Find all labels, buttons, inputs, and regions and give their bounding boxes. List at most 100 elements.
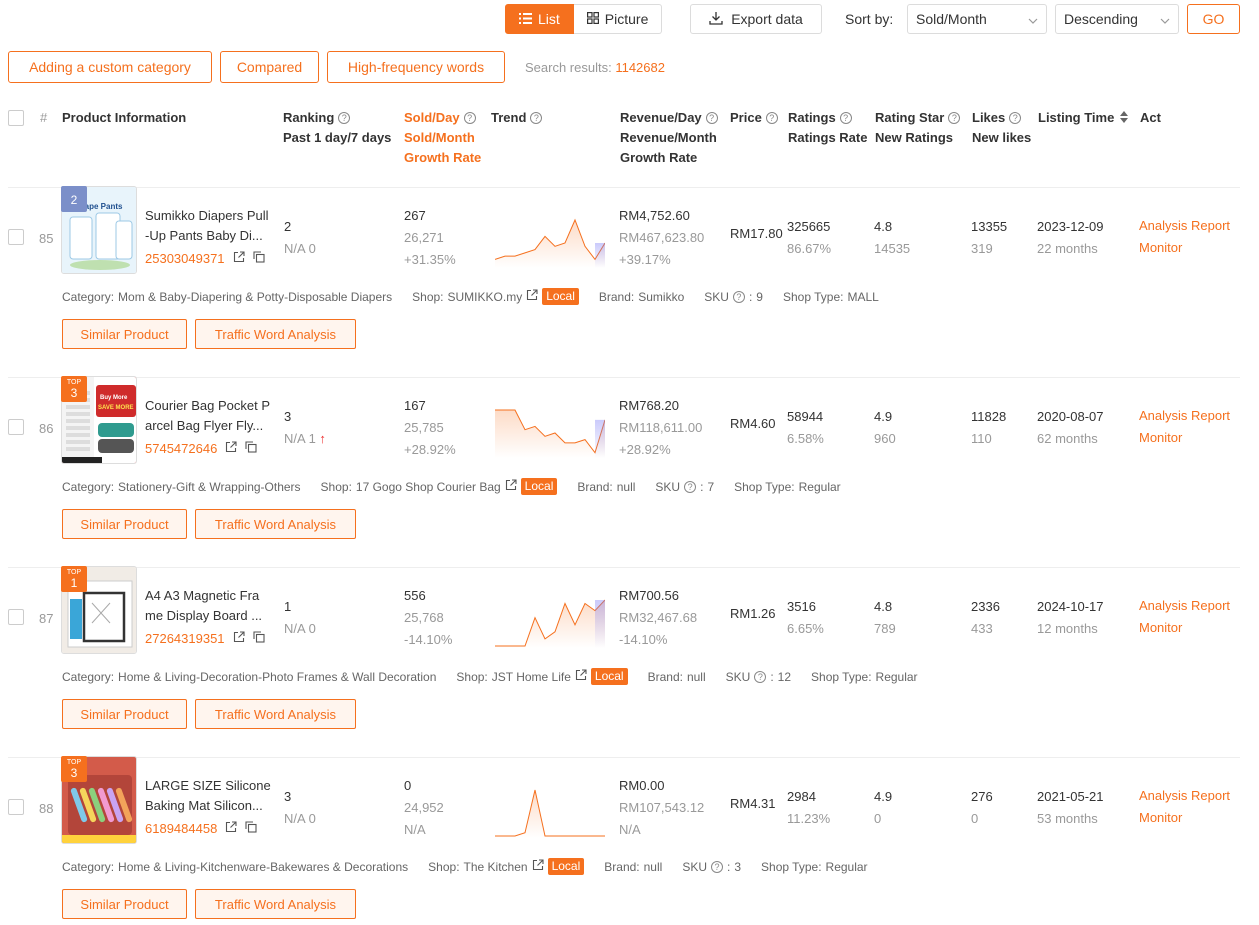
go-button[interactable]: GO — [1187, 4, 1240, 34]
shop-name[interactable]: The Kitchen — [463, 859, 528, 874]
traffic-word-analysis-button[interactable]: Traffic Word Analysis — [195, 699, 356, 729]
sort-field-select[interactable]: Sold/Month — [907, 4, 1047, 34]
product-thumbnail[interactable]: Buy More SAVE MORE — [61, 376, 137, 464]
product-thumbnail[interactable]: Q Shape Pants — [61, 186, 137, 274]
copy-icon[interactable] — [245, 441, 257, 456]
product-id: 5745472646 — [145, 441, 257, 456]
header-rating-star[interactable]: Rating Star? New Ratings — [875, 108, 961, 148]
analysis-report-link[interactable]: Analysis Report — [1139, 218, 1231, 233]
trend-sparkline[interactable] — [495, 782, 605, 838]
header-listing-time[interactable]: Listing Time — [1038, 108, 1128, 128]
product-name-line2: me Display Board ... — [145, 608, 263, 623]
external-link-icon[interactable] — [225, 821, 237, 836]
sort-icon[interactable] — [1118, 110, 1128, 125]
add-custom-category-button[interactable]: Adding a custom category — [8, 51, 212, 83]
product-meta: Category: Stationery-Gift & Wrapping-Othe… — [62, 478, 861, 495]
external-link-icon[interactable] — [526, 289, 538, 304]
product-thumbnail[interactable] — [61, 566, 137, 654]
copy-icon[interactable] — [245, 821, 257, 836]
help-icon[interactable]: ? — [463, 112, 476, 124]
copy-icon[interactable] — [252, 251, 265, 266]
external-link-icon[interactable] — [575, 669, 587, 684]
analysis-report-link[interactable]: Analysis Report — [1139, 598, 1231, 613]
sold-day: 556 — [404, 588, 426, 603]
row-checkbox[interactable] — [8, 609, 24, 625]
monitor-link[interactable]: Monitor — [1139, 810, 1183, 825]
shop-name[interactable]: SUMIKKO.my — [447, 289, 523, 304]
picture-view-button[interactable]: Picture — [573, 4, 663, 34]
export-data-button[interactable]: Export data — [690, 4, 822, 34]
header-sold[interactable]: Sold/Day? Sold/Month Growth Rate — [404, 108, 481, 168]
sort-order-select[interactable]: Descending — [1055, 4, 1179, 34]
external-link-icon[interactable] — [532, 859, 544, 874]
traffic-word-analysis-button[interactable]: Traffic Word Analysis — [195, 319, 356, 349]
monitor-link[interactable]: Monitor — [1139, 620, 1183, 635]
high-frequency-words-button[interactable]: High-frequency words — [327, 51, 505, 83]
header-revenue[interactable]: Revenue/Day? Revenue/Month Growth Rate — [620, 108, 718, 168]
analysis-report-link[interactable]: Analysis Report — [1139, 408, 1231, 423]
traffic-word-analysis-button[interactable]: Traffic Word Analysis — [195, 889, 356, 919]
product-name-line2: -Up Pants Baby Di... — [145, 228, 263, 243]
product-name[interactable]: Sumikko Diapers Pull -Up Pants Baby Di... — [145, 206, 280, 246]
listing-time-cell: 2023-12-09 22 months — [1037, 216, 1104, 260]
revenue-month: RM32,467.68 — [619, 610, 698, 625]
shop-field: Shop: SUMIKKO.my Local — [412, 288, 579, 305]
row-checkbox[interactable] — [8, 799, 24, 815]
help-icon[interactable]: ? — [839, 112, 852, 124]
trend-sparkline[interactable] — [495, 212, 605, 268]
compared-button[interactable]: Compared — [220, 51, 319, 83]
help-icon[interactable]: ? — [948, 112, 961, 124]
header-ratings[interactable]: Ratings? Ratings Rate — [788, 108, 867, 148]
trend-sparkline[interactable] — [495, 402, 605, 458]
analysis-report-link[interactable]: Analysis Report — [1139, 788, 1231, 803]
new-likes-value: 433 — [971, 621, 993, 636]
help-icon[interactable]: ? — [754, 670, 767, 683]
help-icon[interactable]: ? — [1009, 112, 1022, 124]
revenue-day: RM700.56 — [619, 588, 679, 603]
search-results-count: 1142682 — [615, 60, 665, 75]
external-link-icon[interactable] — [505, 479, 517, 494]
new-ratings-value: 14535 — [874, 241, 911, 256]
product-id-link[interactable]: 27264319351 — [145, 631, 225, 646]
similar-product-button[interactable]: Similar Product — [62, 699, 187, 729]
product-name[interactable]: Courier Bag Pocket P arcel Bag Flyer Fly.… — [145, 396, 280, 436]
similar-product-button[interactable]: Similar Product — [62, 509, 187, 539]
product-name[interactable]: A4 A3 Magnetic Fra me Display Board ... — [145, 586, 280, 626]
help-icon[interactable]: ? — [705, 112, 718, 124]
header-price[interactable]: Price? — [730, 108, 778, 128]
shop-name[interactable]: JST Home Life — [491, 669, 571, 684]
help-icon[interactable]: ? — [684, 480, 697, 493]
external-link-icon[interactable] — [233, 631, 245, 646]
likes-value: 11828 — [971, 409, 1007, 424]
product-id-link[interactable]: 6189484458 — [145, 821, 218, 836]
traffic-word-analysis-button[interactable]: Traffic Word Analysis — [195, 509, 356, 539]
help-icon[interactable]: ? — [711, 860, 723, 873]
external-link-icon[interactable] — [225, 441, 237, 456]
monitor-link[interactable]: Monitor — [1139, 240, 1183, 255]
list-view-button[interactable]: List — [505, 4, 574, 34]
help-icon[interactable]: ? — [530, 112, 543, 124]
trend-sparkline[interactable] — [495, 592, 605, 648]
shop-name[interactable]: 17 Gogo Shop Courier Bag — [355, 479, 501, 494]
help-icon[interactable]: ? — [765, 112, 778, 124]
row-checkbox[interactable] — [8, 229, 24, 245]
row-checkbox[interactable] — [8, 419, 24, 435]
product-id-link[interactable]: 5745472646 — [145, 441, 218, 456]
select-all-checkbox[interactable] — [8, 110, 24, 126]
new-ratings-value: 960 — [874, 431, 896, 446]
external-link-icon[interactable] — [233, 251, 245, 266]
ratings-rate: 11.23% — [787, 811, 831, 826]
monitor-link[interactable]: Monitor — [1139, 430, 1183, 445]
help-icon[interactable]: ? — [338, 112, 351, 124]
shop-field: Shop: 17 Gogo Shop Courier Bag Local — [321, 478, 558, 495]
product-id-link[interactable]: 25303049371 — [145, 251, 225, 266]
copy-icon[interactable] — [252, 631, 265, 646]
brand-value: null — [686, 669, 706, 684]
header-likes[interactable]: Likes? New likes — [972, 108, 1031, 148]
revenue-month: RM467,623.80 — [619, 230, 705, 245]
header-growth-rate: Growth Rate — [404, 150, 482, 165]
similar-product-button[interactable]: Similar Product — [62, 319, 187, 349]
product-name[interactable]: LARGE SIZE Silicone Baking Mat Silicon... — [145, 776, 280, 816]
help-icon[interactable]: ? — [732, 290, 745, 303]
similar-product-button[interactable]: Similar Product — [62, 889, 187, 919]
